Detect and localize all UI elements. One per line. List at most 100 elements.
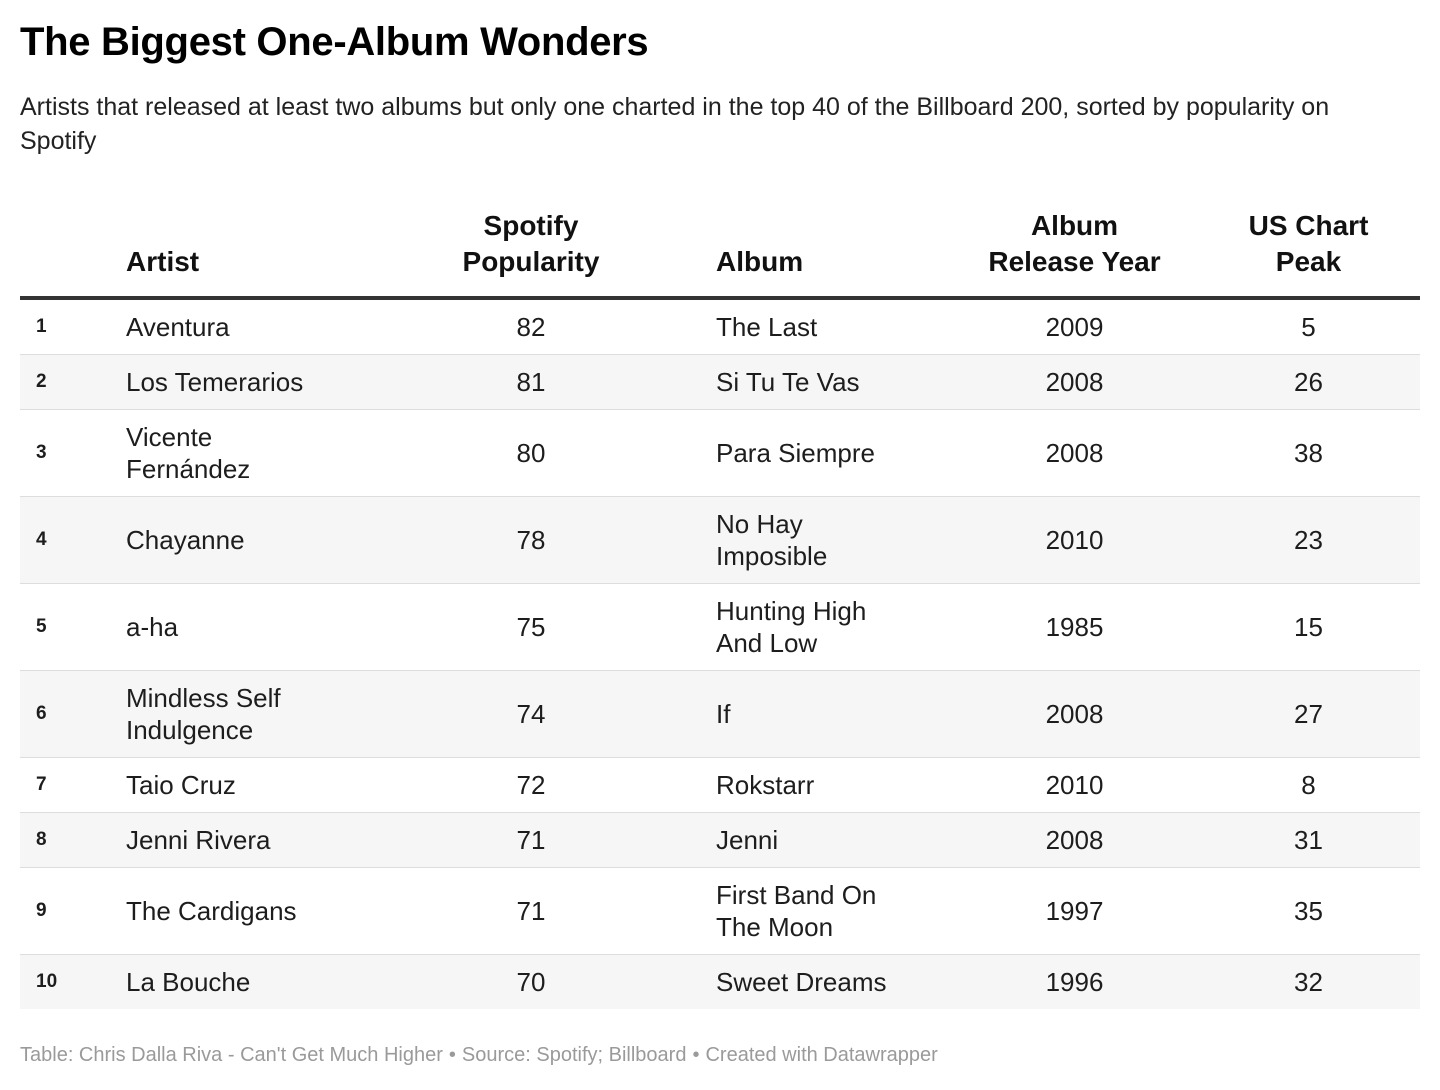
artist-cell-text: Aventura bbox=[126, 312, 230, 342]
rank-cell: 1 bbox=[20, 298, 106, 355]
chart-peak-cell: 15 bbox=[1197, 583, 1420, 671]
rank-cell: 3 bbox=[20, 409, 106, 497]
chart-peak-cell: 38 bbox=[1197, 409, 1420, 497]
artist-cell: The Cardigans bbox=[106, 867, 346, 955]
album-cell-text: Hunting High And Low bbox=[716, 596, 867, 658]
album-cell: If bbox=[716, 670, 952, 758]
release-year-cell: 2008 bbox=[952, 409, 1197, 497]
popularity-cell: 82 bbox=[346, 298, 716, 355]
popularity-cell: 81 bbox=[346, 354, 716, 410]
rank-cell: 9 bbox=[20, 867, 106, 955]
popularity-cell: 71 bbox=[346, 867, 716, 955]
table-row: 1 Aventura 82 The Last 2009 5 bbox=[20, 298, 1420, 355]
chart-peak-cell: 27 bbox=[1197, 670, 1420, 758]
album-cell: Hunting High And Low bbox=[716, 583, 952, 671]
rank-column-header[interactable] bbox=[20, 208, 106, 300]
table-row: 2 Los Temerarios 81 Si Tu Te Vas 2008 26 bbox=[20, 354, 1420, 410]
popularity-cell: 78 bbox=[346, 496, 716, 584]
us-chart-peak-header-label: US Chart Peak bbox=[1248, 210, 1369, 277]
album-cell: Sweet Dreams bbox=[716, 954, 952, 1009]
popularity-cell: 72 bbox=[346, 757, 716, 813]
spotify-popularity-column-header[interactable]: Spotify Popularity bbox=[346, 208, 716, 300]
data-table: Artist Spotify Popularity Album Album Re… bbox=[20, 208, 1420, 1009]
artist-cell-text: a-ha bbox=[126, 612, 179, 642]
chart-peak-cell: 5 bbox=[1197, 298, 1420, 355]
popularity-cell: 80 bbox=[346, 409, 716, 497]
artist-cell-text: Los Temerarios bbox=[126, 367, 304, 397]
album-cell: First Band On The Moon bbox=[716, 867, 952, 955]
rank-cell: 4 bbox=[20, 496, 106, 584]
album-cell: Si Tu Te Vas bbox=[716, 354, 952, 410]
chart-peak-cell: 23 bbox=[1197, 496, 1420, 584]
release-year-cell: 2008 bbox=[952, 812, 1197, 868]
artist-cell: a-ha bbox=[106, 583, 346, 671]
rank-cell: 5 bbox=[20, 583, 106, 671]
album-cell-text: Sweet Dreams bbox=[716, 967, 887, 997]
release-year-cell: 1985 bbox=[952, 583, 1197, 671]
footer-separator: • bbox=[692, 1044, 700, 1066]
release-year-cell: 1997 bbox=[952, 867, 1197, 955]
table-row: 9 The Cardigans 71 First Band On The Moon 19… bbox=[20, 867, 1420, 955]
table-row: 10 La Bouche 70 Sweet Dreams 1996 32 bbox=[20, 954, 1420, 1009]
artist-cell-text: The Cardigans bbox=[126, 896, 297, 926]
artist-cell: Mindless Self Indulgence bbox=[106, 670, 346, 758]
album-column-header[interactable]: Album bbox=[716, 208, 952, 300]
release-year-cell: 2008 bbox=[952, 354, 1197, 410]
artist-cell-text: Vicente Fernández bbox=[126, 422, 251, 484]
source-note: Source: Spotify; Billboard bbox=[461, 1044, 687, 1066]
popularity-cell: 71 bbox=[346, 812, 716, 868]
artist-cell: Taio Cruz bbox=[106, 757, 346, 813]
chart-peak-cell: 8 bbox=[1197, 757, 1420, 813]
chart-footer: Table: Chris Dalla Riva - Can't Get Much… bbox=[20, 1044, 938, 1067]
rank-cell: 6 bbox=[20, 670, 106, 758]
album-cell: Para Siempre bbox=[716, 409, 952, 497]
album-cell-text: Para Siempre bbox=[716, 438, 875, 468]
album-cell-text: The Last bbox=[716, 312, 818, 342]
table-body: 1 Aventura 82 The Last 2009 5 2 Los Temerarios 8… bbox=[20, 298, 1420, 1009]
spotify-popularity-header-label: Spotify Popularity bbox=[462, 210, 600, 277]
popularity-cell: 74 bbox=[346, 670, 716, 758]
album-cell-text: First Band On The Moon bbox=[716, 880, 877, 942]
table-row: 5 a-ha 75 Hunting High And Low 1985 15 bbox=[20, 583, 1420, 671]
table-row: 4 Chayanne 78 No Hay Imposible 2010 23 bbox=[20, 496, 1420, 584]
artist-cell-text: Mindless Self Indulgence bbox=[126, 683, 281, 745]
album-cell-text: If bbox=[716, 699, 731, 729]
popularity-cell: 70 bbox=[346, 954, 716, 1009]
artist-cell-text: La Bouche bbox=[126, 967, 251, 997]
artist-cell-text: Jenni Rivera bbox=[126, 825, 271, 855]
album-release-year-header-label: Album Release Year bbox=[988, 210, 1161, 277]
release-year-cell: 2010 bbox=[952, 757, 1197, 813]
album-cell: Jenni bbox=[716, 812, 952, 868]
rank-cell: 2 bbox=[20, 354, 106, 410]
chart-peak-cell: 35 bbox=[1197, 867, 1420, 955]
artist-column-header[interactable]: Artist bbox=[106, 208, 346, 300]
artist-cell: Vicente Fernández bbox=[106, 409, 346, 497]
artist-cell: Jenni Rivera bbox=[106, 812, 346, 868]
rank-cell: 10 bbox=[20, 954, 106, 1009]
artist-cell-text: Chayanne bbox=[126, 525, 245, 555]
table-header-row: Artist Spotify Popularity Album Album Re… bbox=[20, 208, 1420, 300]
album-release-year-column-header[interactable]: Album Release Year bbox=[952, 208, 1197, 300]
chart-title: The Biggest One-Album Wonders bbox=[20, 20, 649, 64]
release-year-cell: 2008 bbox=[952, 670, 1197, 758]
artist-cell: Chayanne bbox=[106, 496, 346, 584]
artist-cell: Los Temerarios bbox=[106, 354, 346, 410]
artist-cell: Aventura bbox=[106, 298, 346, 355]
album-cell: The Last bbox=[716, 298, 952, 355]
table-row: 3 Vicente Fernández 80 Para Siempre 2008 38 bbox=[20, 409, 1420, 497]
datawrapper-credit[interactable]: Created with Datawrapper bbox=[705, 1044, 938, 1066]
us-chart-peak-column-header[interactable]: US Chart Peak bbox=[1197, 208, 1420, 300]
release-year-cell: 2010 bbox=[952, 496, 1197, 584]
artist-cell-text: Taio Cruz bbox=[126, 770, 236, 800]
release-year-cell: 2009 bbox=[952, 298, 1197, 355]
album-cell: No Hay Imposible bbox=[716, 496, 952, 584]
table-row: 7 Taio Cruz 72 Rokstarr 2010 8 bbox=[20, 757, 1420, 813]
chart-peak-cell: 31 bbox=[1197, 812, 1420, 868]
album-cell-text: Rokstarr bbox=[716, 770, 815, 800]
rank-cell: 7 bbox=[20, 757, 106, 813]
table-credit: Table: Chris Dalla Riva - Can't Get Much… bbox=[20, 1044, 443, 1066]
table-row: 8 Jenni Rivera 71 Jenni 2008 31 bbox=[20, 812, 1420, 868]
rank-cell: 8 bbox=[20, 812, 106, 868]
chart-peak-cell: 32 bbox=[1197, 954, 1420, 1009]
chart-subtitle: Artists that released at least two album… bbox=[20, 93, 1330, 155]
